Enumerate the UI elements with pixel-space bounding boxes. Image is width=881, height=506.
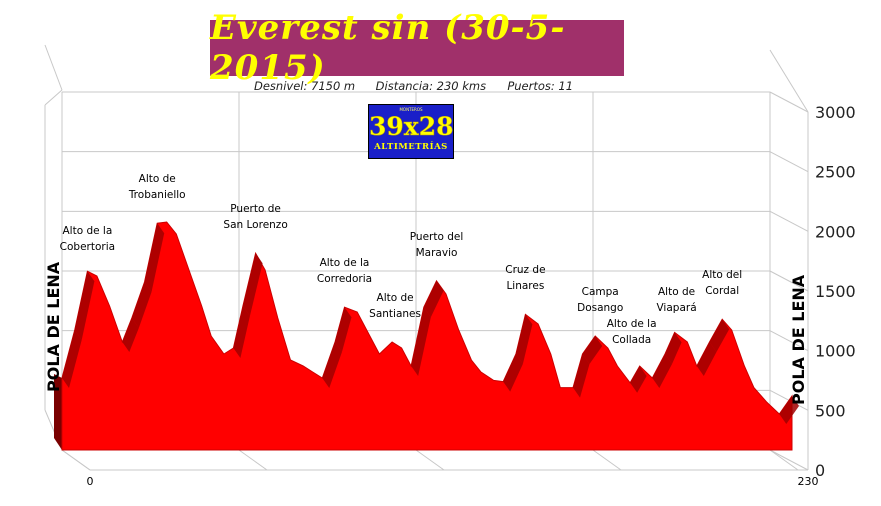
climb-segment <box>334 307 352 352</box>
climb-segment <box>503 354 523 392</box>
climb-annotation: Alto de la Collada <box>606 318 657 346</box>
frame-edge <box>61 449 91 471</box>
elevation-profile <box>61 221 793 451</box>
climb-annotation: Puerto del Maravio <box>409 230 464 259</box>
climb-segment <box>696 342 717 376</box>
distancia-text: Distancia: 230 kms <box>375 79 487 93</box>
climb-annotation: Alto de Viapará <box>656 286 697 315</box>
climb-segment <box>242 253 263 316</box>
y-axis-ticks: 0 500 1000 1500 2000 2500 3000 <box>815 103 856 480</box>
climb-segment <box>652 354 673 388</box>
climb-segment <box>573 354 590 398</box>
climb-annotation: Campa Dosango <box>577 286 624 314</box>
climb-segment <box>411 307 431 376</box>
floor-line <box>769 449 799 471</box>
climb-annotation: Cruz de Linares <box>505 264 546 293</box>
y-tick-label: 500 <box>815 401 846 420</box>
climb-segment <box>515 314 533 364</box>
climb-segment <box>322 342 342 388</box>
chart-title: Everest sin (30-5-2015) <box>210 8 566 88</box>
grid-line-depth <box>769 210 809 232</box>
floor-line <box>415 449 445 471</box>
desnivel-text: Desnivel: 7150 m <box>254 79 356 93</box>
y-tick-label: 2000 <box>815 222 856 241</box>
climb-segment <box>582 336 603 364</box>
climb-segment <box>665 332 682 364</box>
x-tick-start: 0 <box>87 475 94 488</box>
climb-segment <box>131 282 152 328</box>
climb-annotation: Puerto de San Lorenzo <box>223 203 288 232</box>
climb-segment <box>709 319 730 352</box>
puertos-text: Puertos: 11 <box>507 79 574 93</box>
end-label: POLA DE LENA <box>789 274 808 405</box>
logo-top-text: MONTEROS <box>399 107 423 112</box>
frame-edge <box>44 89 63 106</box>
y-tick-label: 1500 <box>815 282 856 301</box>
climb-annotation: Alto de Trobaniello <box>128 173 186 202</box>
floor-line <box>592 449 622 471</box>
start-label: POLA DE LENA <box>44 261 63 392</box>
profile-side-face <box>54 374 62 450</box>
climb-segment <box>233 306 250 358</box>
altimetrias-logo: MONTEROS 39x28 ALTIMETRÍAS <box>368 104 454 159</box>
climb-annotation: Alto de la Cobertoria <box>59 225 116 254</box>
frame-edge <box>44 44 63 91</box>
grid-line-depth <box>769 330 809 352</box>
route-stats: Desnivel: 7150 m Distancia: 230 kms Puer… <box>254 79 594 93</box>
grid-line-depth <box>769 151 809 173</box>
grid-line-depth <box>769 270 809 292</box>
logo-sub-text: ALTIMETRÍAS <box>374 142 448 152</box>
x-axis-ticks: 0 230 <box>87 475 819 488</box>
y-tick-label: 1000 <box>815 342 856 361</box>
y-tick-label: 2500 <box>815 163 856 182</box>
x-tick-end: 230 <box>798 475 819 488</box>
climb-segment <box>74 271 95 340</box>
climb-segment <box>122 318 139 352</box>
climb-segment <box>423 280 444 318</box>
climb-segment <box>144 223 165 292</box>
climb-segment <box>630 366 647 393</box>
y-tick-label: 3000 <box>815 103 856 122</box>
climb-segment <box>62 330 82 388</box>
climb-segment <box>779 396 799 424</box>
frame-edge <box>769 49 809 113</box>
floor-line <box>238 449 268 471</box>
logo-main-text: 39x28 <box>369 112 454 142</box>
title-banner: Everest sin (30-5-2015) <box>210 8 624 88</box>
grid-line-depth <box>769 91 809 113</box>
grid-line-depth <box>769 449 809 471</box>
climb-annotation: Alto de la Corredoria <box>316 257 373 286</box>
profile-area <box>54 221 799 451</box>
climb-annotation: Alto de Santianes <box>369 292 421 320</box>
climb-annotation: Alto del Cordal <box>702 269 743 298</box>
y-tick-label: 0 <box>815 461 825 480</box>
